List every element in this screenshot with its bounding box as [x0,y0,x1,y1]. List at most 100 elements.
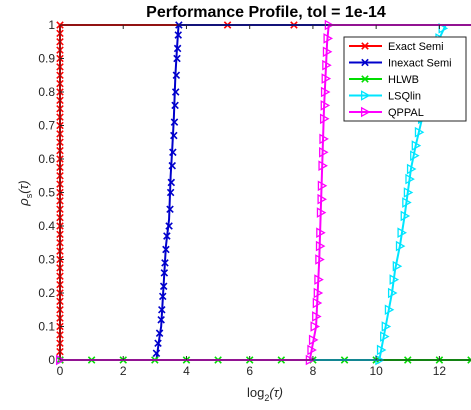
data-point-qppal [313,287,324,299]
legend-entry-inexact-semi: Inexact Semi [349,58,452,70]
data-point-inexact-semi [168,161,177,170]
data-point-inexact-semi [173,54,181,63]
legend-marker [361,42,369,50]
x-tick-label: 0 [57,364,64,378]
data-point-inexact-semi [167,178,176,187]
data-point-inexact-semi [173,44,182,53]
data-point-inexact-semi [170,118,179,126]
legend-marker [361,58,369,67]
x-tick-label: 4 [183,364,190,378]
data-point-qppal [314,274,324,285]
data-point-qppal [318,160,328,172]
data-point-lsqlin [384,304,395,316]
data-point-lsqlin [397,227,407,239]
legend-label: LSQlin [388,91,421,103]
data-point-inexact-semi [165,222,173,230]
data-point-lsqlin [400,210,411,222]
x-tick-label: 8 [310,364,317,378]
data-point-qppal [320,86,331,98]
data-point-inexact-semi [172,71,181,80]
data-point-qppal [310,321,321,332]
data-point-qppal [321,73,332,84]
series-inexact-semi [59,21,471,361]
series-line-qppal [59,24,471,361]
data-point-inexact-semi [155,329,164,337]
data-point-qppal [319,133,329,145]
y-tick-label: 0.3 [38,253,55,267]
data-point-lsqlin [406,163,417,175]
y-tick-label: 0.5 [38,186,55,200]
data-point-lsqlin [395,240,406,252]
data-point-qppal [312,311,322,322]
data-point-qppal [308,334,319,346]
data-point-inexact-semi [157,316,165,324]
y-tick-label: 0.6 [38,152,55,166]
legend-marker [360,106,371,118]
legend-label: HLWB [388,74,419,86]
data-point-qppal [315,254,325,265]
data-point-hlwb [467,356,471,364]
data-point-inexact-semi [174,31,183,39]
x-axis-label: log2(τ) [247,385,283,403]
data-point-qppal [307,344,317,356]
data-point-lsqlin [403,187,414,198]
data-point-qppal [319,146,329,158]
data-point-inexact-semi [166,188,175,197]
x-tick-label: 10 [369,364,383,378]
data-point-lsqlin [411,140,422,151]
data-point-lsqlin [376,344,387,356]
data-point-inexact-semi [161,259,169,267]
data-point-inexact-semi [160,269,169,277]
data-point-inexact-semi [159,282,168,291]
y-tick-label: 0.8 [38,85,55,99]
data-point-inexact-semi [158,305,166,314]
data-point-lsqlin [387,287,398,299]
data-point-qppal [315,240,326,252]
data-point-inexact-semi [163,232,171,240]
y-tick-label: 0.9 [38,52,55,66]
data-point-inexact-semi [170,131,178,140]
series-qppal [55,19,471,366]
data-point-qppal [316,227,326,239]
x-tick-label: 6 [246,364,253,378]
x-tick-label: 2 [120,364,127,378]
data-point-qppal [320,100,331,111]
y-tick-label: 0.1 [38,320,55,334]
data-point-lsqlin [402,197,412,208]
y-tick-label: 0.2 [38,286,55,300]
data-point-lsqlin [405,173,415,185]
y-tick-label: 0 [48,353,55,367]
y-tick-label: 0.7 [38,119,55,133]
data-point-qppal [317,180,328,192]
data-point-qppal [317,193,327,205]
x-tick-label: 12 [433,364,447,378]
y-tick-label: 1 [48,18,55,32]
data-point-inexact-semi [171,101,179,110]
data-point-qppal [322,59,332,71]
data-point-qppal [322,46,333,58]
data-point-lsqlin [381,321,392,332]
data-point-lsqlin [380,331,390,342]
legend-entry-qppal: QPPAL [349,106,424,119]
legend-entry-hlwb: HLWB [349,74,419,86]
data-point-inexact-semi [171,88,180,96]
legend-marker [361,75,369,83]
y-tick-label: 0.4 [38,219,55,233]
legend: Exact Semi Inexact Semi HLWB LSQlin QPPAL [343,36,467,122]
data-point-lsqlin [392,260,403,272]
axes-layer: 0 2 4 6 8 10 12 0 0.1 0.2 0.3 0.4 0.5 0.6 0.7 0.8 0.9 1 [38,18,471,378]
legend-entry-exact-semi: Exact Semi [349,41,444,53]
data-point-inexact-semi [158,292,167,301]
data-point-inexact-semi [152,349,161,358]
data-point-inexact-semi [166,205,174,214]
legend-label: QPPAL [388,107,424,119]
data-point-inexact-semi [154,339,162,348]
legend-marker [360,90,371,101]
data-point-inexact-semi [162,245,170,254]
data-point-lsqlin [414,126,425,138]
chart-title: Performance Profile, tol = 1e-14 [146,4,386,21]
legend-label: Inexact Semi [388,58,452,70]
data-point-lsqlin [410,150,420,161]
legend-entry-lsqlin: LSQlin [349,90,421,103]
